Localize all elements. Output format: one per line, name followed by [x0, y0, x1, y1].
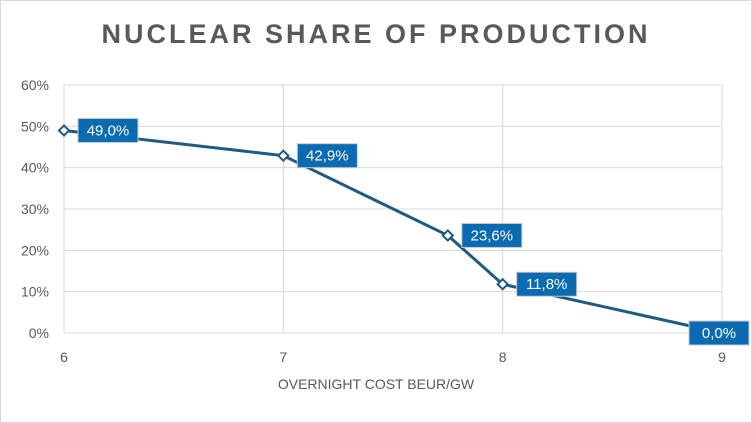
- y-tick-label: 0%: [29, 325, 49, 341]
- x-tick-label: 7: [279, 349, 287, 365]
- series-line: [62, 128, 724, 335]
- data-point: [496, 277, 510, 291]
- data-point: [441, 229, 455, 242]
- y-tick-label: 10%: [21, 284, 49, 300]
- data-labels: 49,0% 42,9% 23,6% 11,8% 0,0%: [77, 117, 750, 346]
- data-label: 49,0%: [87, 122, 130, 139]
- data-label-box: [516, 271, 578, 297]
- x-axis-title: OVERNIGHT COST BEUR/GW: [277, 376, 475, 392]
- y-tick-label: 50%: [21, 118, 49, 134]
- x-tick-label: 8: [499, 349, 507, 365]
- data-label-box: [296, 143, 358, 169]
- data-label-box: [461, 222, 523, 248]
- data-label: 0,0%: [702, 325, 736, 342]
- chart-title: NUCLEAR SHARE OF PRODUCTION: [101, 19, 651, 49]
- data-label-box: [77, 117, 139, 143]
- data-label-box: [688, 320, 750, 346]
- y-axis-ticks: 0% 10% 20% 30% 40% 50% 60%: [21, 77, 49, 341]
- y-tick-label: 60%: [21, 77, 49, 93]
- y-tick-label: 40%: [21, 160, 49, 176]
- x-tick-label: 6: [60, 349, 68, 365]
- series: [57, 124, 729, 340]
- data-point: [276, 149, 290, 163]
- data-label: 23,6%: [471, 227, 514, 244]
- data-label: 42,9%: [306, 148, 349, 165]
- x-tick-label: 9: [718, 349, 726, 365]
- y-tick-label: 30%: [21, 201, 49, 217]
- data-label: 11,8%: [526, 276, 567, 293]
- y-tick-label: 20%: [21, 242, 49, 258]
- x-axis-ticks: 6 7 8 9: [60, 349, 726, 365]
- data-point: [57, 124, 71, 137]
